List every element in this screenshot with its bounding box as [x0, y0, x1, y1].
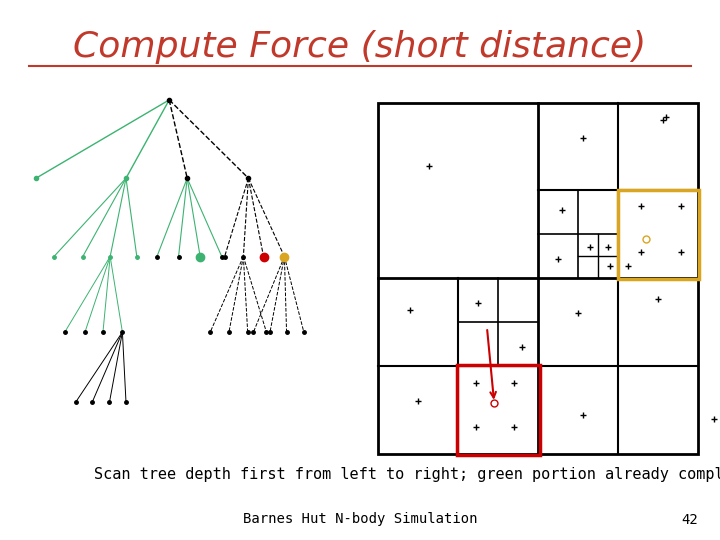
Text: Scan tree depth first from left to right; green portion already completed: Scan tree depth first from left to right… — [94, 467, 720, 482]
Bar — [618, 190, 699, 279]
Bar — [456, 365, 540, 455]
Text: Compute Force (short distance): Compute Force (short distance) — [73, 30, 647, 64]
Text: Barnes Hut N-body Simulation: Barnes Hut N-body Simulation — [243, 512, 477, 526]
Bar — [378, 103, 698, 454]
Text: 42: 42 — [682, 512, 698, 526]
